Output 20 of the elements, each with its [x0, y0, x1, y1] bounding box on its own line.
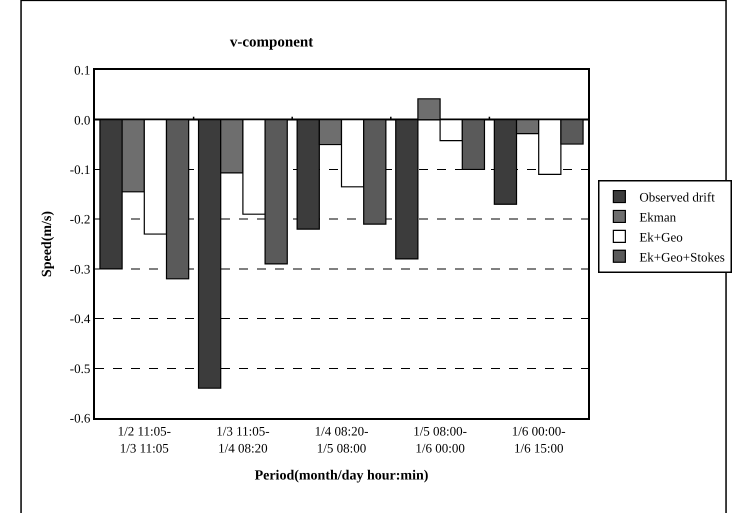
x-tick-label: 1/5 08:00- 1/6 00:00 [413, 424, 468, 456]
y-tick-label: -0.1 [70, 162, 90, 177]
x-tick-label: 1/4 08:20- 1/5 08:00 [314, 424, 368, 456]
x-tick-label: 1/3 11:05- 1/4 08:20 [216, 424, 270, 456]
y-tick-label: 0.0 [74, 112, 90, 128]
legend-label: Ek+Geo+Stokes [639, 249, 725, 264]
x-axis-title: Period(month/day hour:min) [254, 468, 429, 484]
x-tick-label: 1/6 00:00- 1/6 15:00 [512, 424, 566, 456]
x-tick-label: 1/2 11:05- 1/3 11:05 [118, 424, 171, 456]
legend-label: Ek+Geo [639, 229, 683, 244]
chart-title: v-component [230, 34, 314, 50]
y-tick-label: 0.1 [74, 62, 90, 78]
y-tick-label: -0.6 [70, 410, 91, 426]
y-tick-label: -0.4 [70, 311, 91, 326]
y-axis-title: Speed(m/s) [40, 210, 55, 278]
y-tick-label: -0.3 [70, 261, 90, 276]
legend-label: Ekman [639, 210, 677, 225]
y-tick-label: -0.5 [70, 360, 90, 376]
legend-label: Observed drift [639, 190, 716, 205]
y-tick-label: -0.2 [70, 212, 90, 227]
